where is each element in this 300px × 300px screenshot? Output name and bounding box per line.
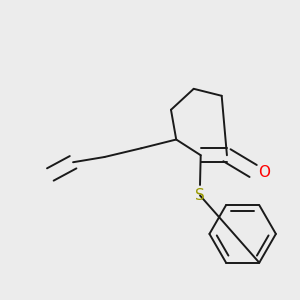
Text: S: S xyxy=(195,188,205,203)
Text: O: O xyxy=(258,165,270,180)
